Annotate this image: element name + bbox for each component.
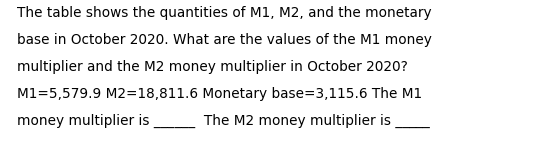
Text: The table shows the quantities of M1, M2, and the monetary: The table shows the quantities of M1, M2…	[17, 6, 431, 20]
Text: money multiplier is ______  The M2 money multiplier is _____: money multiplier is ______ The M2 money …	[17, 114, 430, 128]
Text: base in October 2020. What are the values of the M1 money: base in October 2020. What are the value…	[17, 33, 432, 47]
Text: multiplier and the M2 money multiplier in October 2020?: multiplier and the M2 money multiplier i…	[17, 60, 407, 74]
Text: M1=5,579.9 M2=18,811.6 Monetary base=3,115.6 The M1: M1=5,579.9 M2=18,811.6 Monetary base=3,1…	[17, 87, 422, 101]
